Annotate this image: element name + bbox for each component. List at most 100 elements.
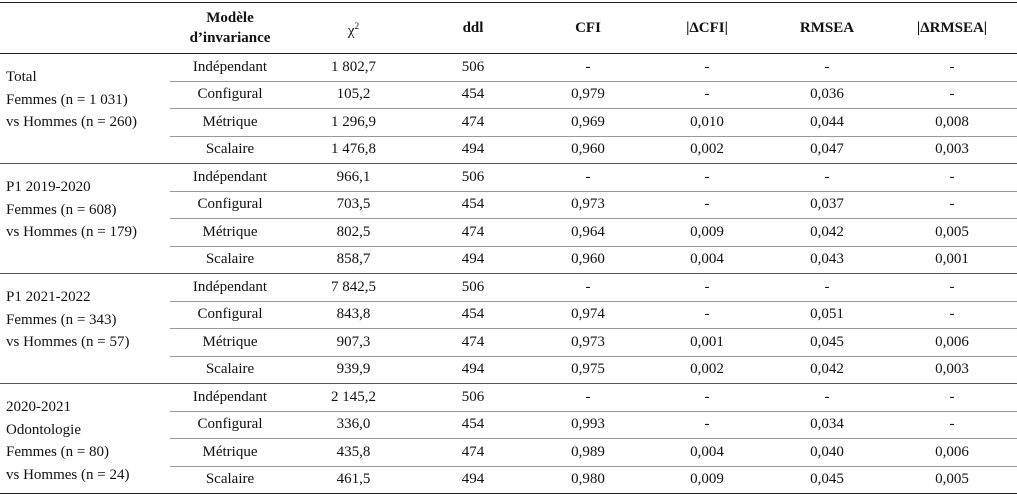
cell-drmsea: 0,003 bbox=[887, 356, 1017, 384]
cell-model: Configural bbox=[170, 191, 290, 219]
cell-cfi: 0,974 bbox=[529, 301, 647, 329]
header-cfi: CFI bbox=[529, 2, 647, 54]
header-model-line2: d’invariance bbox=[189, 30, 271, 46]
group-label-line: Femmes (n = 608) bbox=[6, 201, 117, 218]
cell-cfi: 0,993 bbox=[529, 411, 647, 439]
group-label: Total Femmes (n = 1 031) vs Hommes (n = 26… bbox=[0, 53, 170, 164]
cell-ddl: 454 bbox=[417, 81, 529, 109]
group-label: P1 2019-2020 Femmes (n = 608) vs Hommes (n… bbox=[0, 163, 170, 274]
cell-drmsea: - bbox=[887, 411, 1017, 439]
group-label-line: Femmes (n = 1 031) bbox=[6, 91, 128, 108]
cell-ddl: 474 bbox=[417, 438, 529, 467]
cell-drmsea: 0,001 bbox=[887, 246, 1017, 274]
cell-cfi: - bbox=[529, 383, 647, 412]
cell-chi2: 907,3 bbox=[290, 328, 417, 357]
cell-ddl: 454 bbox=[417, 191, 529, 219]
cell-rmsea: 0,047 bbox=[767, 136, 887, 164]
header-chi2-sup: 2 bbox=[354, 20, 360, 31]
cell-cfi: - bbox=[529, 163, 647, 192]
table-header: Modèle d’invariance χ2 ddl CFI |ΔCFI| RM… bbox=[0, 2, 1017, 54]
cell-dcfi: - bbox=[647, 301, 767, 329]
cell-dcfi: 0,004 bbox=[647, 438, 767, 467]
cell-drmsea: 0,005 bbox=[887, 218, 1017, 247]
group-label-line: vs Hommes (n = 260) bbox=[6, 114, 137, 130]
cell-rmsea: - bbox=[767, 273, 887, 302]
cell-drmsea: - bbox=[887, 53, 1017, 82]
cell-dcfi: 0,010 bbox=[647, 108, 767, 137]
cell-dcfi: 0,002 bbox=[647, 356, 767, 384]
cell-ddl: 506 bbox=[417, 163, 529, 192]
cell-ddl: 494 bbox=[417, 356, 529, 384]
cell-dcfi: - bbox=[647, 383, 767, 412]
cell-dcfi: - bbox=[647, 273, 767, 302]
cell-drmsea: 0,005 bbox=[887, 466, 1017, 494]
header-group bbox=[0, 2, 170, 54]
cell-ddl: 494 bbox=[417, 246, 529, 274]
cell-ddl: 494 bbox=[417, 466, 529, 494]
cell-dcfi: 0,001 bbox=[647, 328, 767, 357]
cell-drmsea: 0,008 bbox=[887, 108, 1017, 137]
cell-cfi: 0,975 bbox=[529, 356, 647, 384]
cell-ddl: 454 bbox=[417, 411, 529, 439]
cell-rmsea: 0,036 bbox=[767, 81, 887, 109]
group-label-line: vs Hommes (n = 57) bbox=[6, 334, 130, 350]
table-row: Scalaire 461,5 494 0,980 0,009 0,045 0,005 bbox=[0, 466, 1017, 494]
cell-ddl: 494 bbox=[417, 136, 529, 164]
cell-cfi: 0,973 bbox=[529, 191, 647, 219]
table-row: Scalaire 1 476,8 494 0,960 0,002 0,047 0,003 bbox=[0, 136, 1017, 164]
cell-model: Scalaire bbox=[170, 246, 290, 274]
cell-model: Scalaire bbox=[170, 356, 290, 384]
cell-rmsea: 0,043 bbox=[767, 246, 887, 274]
cell-rmsea: - bbox=[767, 163, 887, 192]
group-label: 2020-2021 Odontologie Femmes (n = 80) vs Ho… bbox=[0, 383, 170, 494]
cell-drmsea: - bbox=[887, 163, 1017, 192]
cell-cfi: 0,980 bbox=[529, 466, 647, 494]
header-model-line1: Modèle bbox=[206, 10, 254, 26]
table-row: Configural 105,2 454 0,979-0,036- bbox=[0, 81, 1017, 109]
cell-model: Métrique bbox=[170, 328, 290, 357]
header-chi2: χ2 bbox=[290, 2, 417, 54]
cell-model: Indépendant bbox=[170, 163, 290, 192]
group-label-line: P1 2019-2020 bbox=[6, 179, 91, 195]
header-ddl: ddl bbox=[417, 2, 529, 54]
cell-chi2: 435,8 bbox=[290, 438, 417, 467]
cell-drmsea: - bbox=[887, 383, 1017, 412]
header-dcfi: |ΔCFI| bbox=[647, 2, 767, 54]
cell-model: Configural bbox=[170, 411, 290, 439]
cell-drmsea: 0,003 bbox=[887, 136, 1017, 164]
cell-chi2: 802,5 bbox=[290, 218, 417, 247]
cell-dcfi: - bbox=[647, 411, 767, 439]
cell-cfi: 0,960 bbox=[529, 136, 647, 164]
cell-chi2: 939,9 bbox=[290, 356, 417, 384]
cell-rmsea: 0,040 bbox=[767, 438, 887, 467]
cell-model: Métrique bbox=[170, 218, 290, 247]
cell-ddl: 454 bbox=[417, 301, 529, 329]
cell-chi2: 703,5 bbox=[290, 191, 417, 219]
cell-dcfi: 0,009 bbox=[647, 466, 767, 494]
table-group: Total Femmes (n = 1 031) vs Hommes (n = 26… bbox=[0, 53, 1017, 164]
cell-ddl: 474 bbox=[417, 108, 529, 137]
group-label-line: P1 2021-2022 bbox=[6, 289, 91, 305]
cell-chi2: 1 802,7 bbox=[290, 53, 417, 82]
cell-dcfi: - bbox=[647, 53, 767, 82]
cell-drmsea: - bbox=[887, 301, 1017, 329]
cell-chi2: 1 476,8 bbox=[290, 136, 417, 164]
cell-drmsea: - bbox=[887, 81, 1017, 109]
group-label-line: Odontologie bbox=[6, 421, 81, 438]
cell-model: Indépendant bbox=[170, 383, 290, 412]
cell-cfi: 0,964 bbox=[529, 218, 647, 247]
cell-chi2: 858,7 bbox=[290, 246, 417, 274]
cell-model: Métrique bbox=[170, 108, 290, 137]
table-row: Métrique 435,8 474 0,989 0,004 0,040 0,006 bbox=[0, 438, 1017, 467]
header-model: Modèle d’invariance bbox=[170, 2, 290, 54]
cell-drmsea: 0,006 bbox=[887, 438, 1017, 467]
cell-model: Scalaire bbox=[170, 136, 290, 164]
cell-cfi: - bbox=[529, 273, 647, 302]
cell-model: Indépendant bbox=[170, 273, 290, 302]
cell-cfi: 0,979 bbox=[529, 81, 647, 109]
group-label-line: vs Hommes (n = 179) bbox=[6, 224, 137, 240]
cell-dcfi: - bbox=[647, 191, 767, 219]
cell-model: Configural bbox=[170, 81, 290, 109]
cell-rmsea: 0,044 bbox=[767, 108, 887, 137]
